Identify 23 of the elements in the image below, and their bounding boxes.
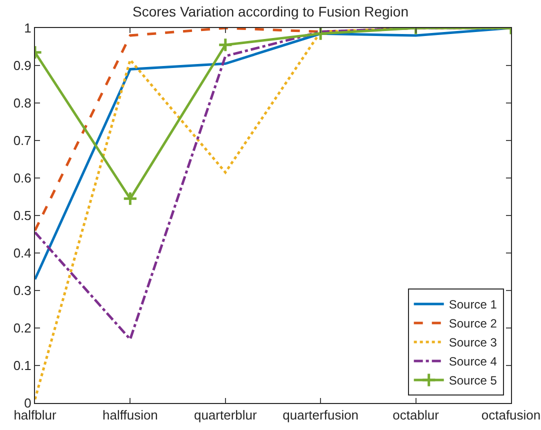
chart-title: Scores Variation according to Fusion Region	[132, 3, 409, 20]
y-tick-label: 0.4	[13, 246, 32, 261]
x-tick-label: halffusion	[102, 408, 158, 423]
legend-label: Source 3	[448, 336, 498, 350]
x-tick-label: octablur	[392, 408, 440, 423]
point	[218, 37, 233, 52]
y-tick-label: 0.6	[13, 170, 32, 186]
y-tick-label: 0.1	[13, 358, 32, 374]
x-tick-label: quarterblur	[194, 408, 258, 423]
y-tick-label: 0.7	[13, 133, 32, 148]
x-tick-label: quarterfusion	[282, 408, 359, 423]
point	[313, 28, 328, 42]
legend-label: Source 4	[448, 354, 498, 369]
y-tick-label: 0.3	[13, 283, 32, 298]
y-tick-label: 0.5	[13, 208, 32, 224]
y-tick-label: 1	[24, 20, 32, 36]
legend-label: Source 1	[448, 298, 498, 312]
legend-label: Source 5	[448, 374, 498, 388]
x-tick-label: octafusion	[481, 408, 541, 423]
y-tick-label: 0.9	[13, 58, 32, 74]
y-tick-label: 0.2	[13, 320, 32, 336]
y-tick-label: 0.8	[13, 96, 32, 111]
legend-label: Source 2	[448, 316, 498, 331]
